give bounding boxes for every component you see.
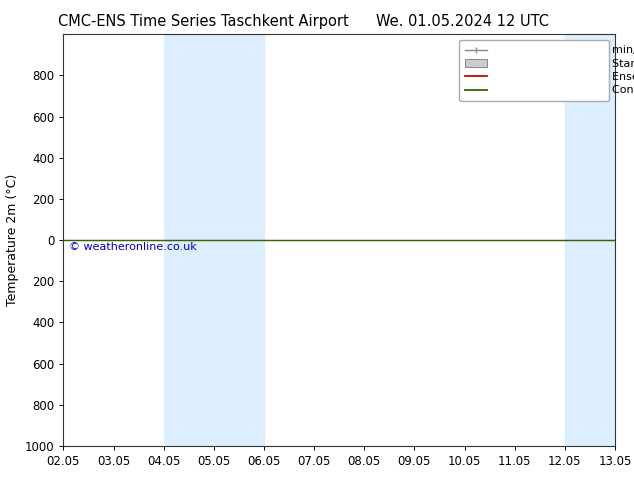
Legend: min/max, Standard deviation, Ensemble mean run, Controll run: min/max, Standard deviation, Ensemble me…: [460, 40, 609, 101]
Bar: [565, 34, 634, 446]
Bar: [164, 34, 264, 446]
Text: CMC-ENS Time Series Taschkent Airport: CMC-ENS Time Series Taschkent Airport: [58, 14, 348, 29]
Y-axis label: Temperature 2m (°C): Temperature 2m (°C): [6, 174, 19, 306]
Text: We. 01.05.2024 12 UTC: We. 01.05.2024 12 UTC: [377, 14, 549, 29]
Text: © weatheronline.co.uk: © weatheronline.co.uk: [69, 242, 197, 252]
